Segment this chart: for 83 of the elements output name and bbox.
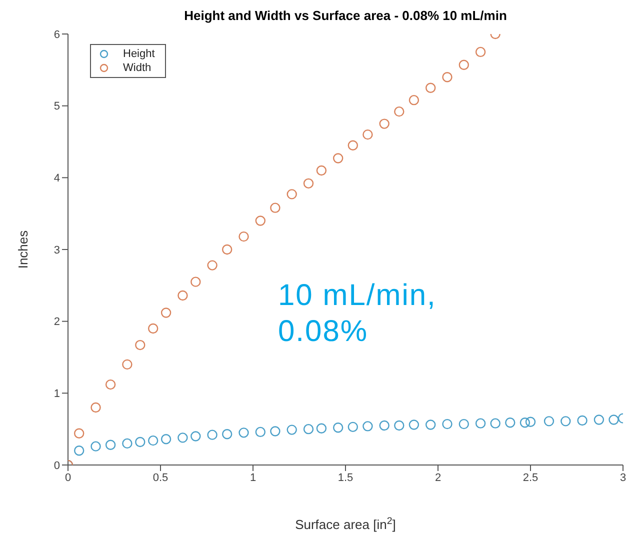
point (505, 418, 516, 428)
point (594, 414, 604, 425)
y-tick-label: 5 (54, 100, 60, 113)
point (394, 420, 404, 431)
point (190, 431, 201, 442)
chart-title: Height and Width vs Surface area - 0.08% 10 mL/min (183, 8, 508, 25)
x-tick-label: 1 (250, 472, 256, 484)
point (135, 340, 146, 350)
point (362, 421, 373, 432)
point (408, 420, 420, 430)
point (442, 418, 452, 430)
point (74, 428, 84, 438)
point (608, 414, 619, 425)
point (270, 426, 280, 436)
point (520, 418, 530, 428)
y-axis-title: Inches (16, 230, 31, 269)
point (178, 290, 188, 301)
point (333, 153, 344, 164)
point (426, 82, 436, 93)
point (544, 416, 554, 426)
point (190, 276, 201, 287)
point (122, 438, 132, 449)
point (148, 435, 158, 446)
point (90, 441, 101, 452)
x-tick-label: 2.5 (522, 472, 538, 484)
point (135, 436, 146, 448)
x-tick-label: 0 (64, 472, 72, 484)
x-tick-label: 1.5 (338, 472, 354, 484)
x-tick-label: 0.5 (152, 472, 168, 484)
point (362, 129, 373, 140)
point (525, 416, 536, 427)
legend-label: Width (123, 61, 152, 75)
y-tick-label: 6 (54, 28, 60, 41)
x-axis-title: Surface area [in$^{2}$] (295, 516, 396, 532)
point (105, 379, 116, 390)
point (316, 165, 327, 176)
point (303, 178, 314, 189)
point (90, 402, 101, 413)
y-tick-label: 4 (54, 172, 60, 185)
point (74, 446, 84, 456)
point (560, 416, 571, 426)
point (207, 260, 218, 270)
point (178, 432, 188, 443)
point (408, 94, 420, 106)
point (303, 424, 314, 434)
legend-label: Height (123, 47, 155, 61)
point (316, 423, 327, 434)
point (577, 415, 588, 426)
point (160, 434, 172, 444)
point (475, 418, 486, 428)
point (348, 140, 358, 150)
x-tick-label: 3 (620, 472, 626, 484)
point (458, 60, 469, 70)
y-tick-label: 0 (54, 460, 60, 472)
point (426, 420, 436, 430)
point (394, 106, 404, 117)
point (255, 426, 266, 438)
y-tick-label: 1 (54, 388, 60, 400)
point (442, 72, 452, 82)
point (270, 202, 280, 213)
point (379, 118, 390, 129)
y-tick-label: 3 (54, 244, 60, 256)
point (238, 231, 249, 242)
point (286, 424, 297, 435)
point (458, 418, 469, 430)
x-tick-label: 2 (434, 472, 442, 484)
point (333, 422, 344, 433)
point (105, 440, 116, 450)
point (379, 420, 390, 431)
point (148, 323, 158, 334)
point (207, 430, 218, 440)
point (238, 428, 249, 438)
annotation: 10 mL/min, 0.08% (278, 278, 438, 350)
y-tick-label: 2 (54, 316, 60, 328)
point (160, 308, 172, 318)
point (490, 418, 500, 428)
point (222, 429, 232, 440)
point (222, 244, 232, 255)
point (286, 189, 297, 200)
point (122, 359, 132, 370)
point (255, 216, 266, 226)
point (348, 422, 358, 432)
point (475, 46, 486, 58)
